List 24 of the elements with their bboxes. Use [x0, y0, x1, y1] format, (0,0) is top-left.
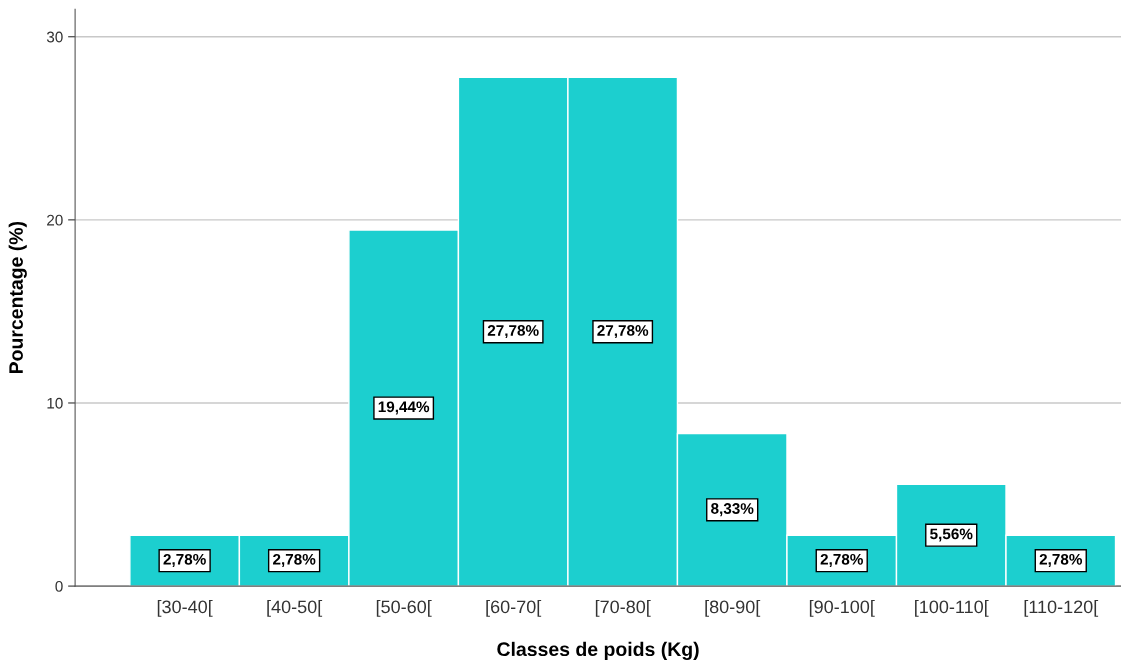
x-tick-label: [30-40[	[157, 599, 213, 617]
x-tick-label: [40-50[	[267, 599, 323, 617]
y-tick-label: 30	[46, 31, 63, 43]
x-tick-label: [100-110[	[915, 599, 989, 617]
data-label: 2,78%	[820, 553, 863, 567]
x-tick-label: [80-90[	[705, 599, 761, 617]
x-tick-label: [90-100[	[809, 599, 875, 617]
y-axis-title: Pourcentage (%)	[8, 221, 27, 374]
data-label: 2,78%	[273, 553, 316, 567]
data-label: 27,78%	[487, 325, 539, 339]
data-label: 8,33%	[711, 503, 754, 517]
y-tick-label: 0	[55, 580, 63, 592]
data-label: 5,56%	[930, 528, 973, 542]
data-label: 2,78%	[163, 553, 206, 567]
x-tick-label: [70-80[	[595, 599, 651, 617]
x-tick-label: [50-60[	[376, 599, 432, 617]
y-tick-label: 20	[47, 214, 63, 226]
data-label: 2,78%	[1039, 553, 1083, 567]
y-tick-label: 10	[47, 397, 63, 409]
x-tick-label: [110-120[	[1024, 599, 1099, 617]
x-axis-title: Classes de poids (Kg)	[497, 641, 699, 661]
x-tick-label: [60-70[	[486, 599, 542, 617]
data-label: 27,78%	[597, 325, 649, 339]
data-label: 19,44%	[378, 401, 430, 415]
